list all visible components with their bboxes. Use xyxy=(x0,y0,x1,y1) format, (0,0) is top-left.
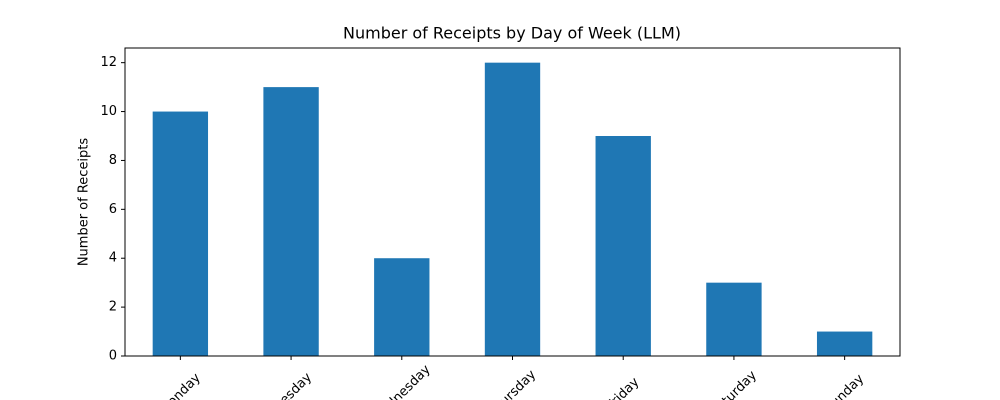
y-tick-label: 0 xyxy=(109,349,117,364)
y-tick-label: 4 xyxy=(109,251,117,266)
chart-title: Number of Receipts by Day of Week (LLM) xyxy=(343,24,681,43)
y-tick-label: 8 xyxy=(109,153,117,168)
bar xyxy=(706,282,762,356)
bar xyxy=(152,111,209,356)
y-tick-label: 6 xyxy=(109,202,117,217)
y-tick-label: 2 xyxy=(109,300,117,315)
bar xyxy=(263,87,319,356)
bar xyxy=(374,258,430,356)
plot-frame xyxy=(124,47,901,357)
y-axis-label: Number of Receipts xyxy=(77,138,92,267)
y-tick-label: 12 xyxy=(100,55,117,70)
y-tick-label: 10 xyxy=(100,104,117,119)
bar xyxy=(484,62,541,357)
bar xyxy=(595,136,651,356)
bar xyxy=(816,331,873,356)
